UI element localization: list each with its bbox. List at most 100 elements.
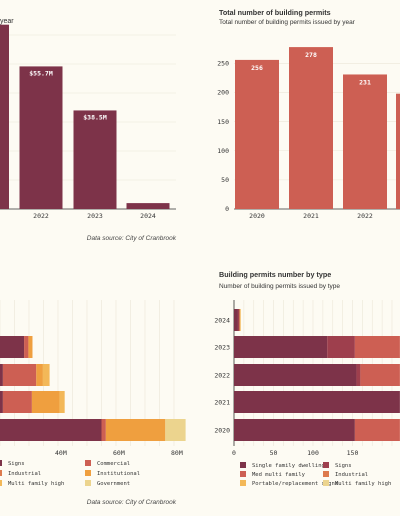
p3-bar-segment	[24, 336, 29, 358]
p4-legend-swatch	[323, 462, 329, 468]
p4-y-tick-label: 2021	[214, 398, 230, 406]
p2-data-label: 278	[305, 51, 317, 59]
p3-legend-swatch	[0, 460, 2, 466]
p4-y-tick-label: 2020	[214, 426, 230, 434]
permits-total-title: Total number of building permits	[219, 8, 331, 17]
p3-legend-label: Industrial	[8, 471, 41, 477]
p3-bar-segment	[2, 364, 37, 386]
panel-permits-total: Total number of building permits Total n…	[217, 8, 400, 220]
p3-bar-segment	[28, 336, 33, 358]
p4-bar-segment	[234, 336, 328, 358]
p3-legend-swatch	[0, 470, 2, 476]
p3-bar-segment	[2, 391, 32, 413]
p2-data-label: 231	[359, 78, 371, 86]
p3-legend-swatch	[0, 480, 2, 486]
p4-legend-swatch	[323, 471, 329, 477]
panel-value-by-year: year $55.7M $38.5M 2022 2023 2024 Data sour…	[0, 18, 177, 242]
p2-data-label: 256	[251, 64, 263, 72]
p2-x-tick-label: 2022	[357, 212, 373, 220]
p3-bar-segment	[36, 364, 43, 386]
p1-data-label: $38.5M	[83, 113, 107, 121]
p3-x-tick-label: 60M	[113, 449, 125, 457]
p3-legend-swatch	[85, 470, 91, 476]
p4-bar-segment	[354, 419, 400, 441]
p4-legend-label: Portable/replacement signs	[252, 481, 338, 487]
p1-x-tick-label: 2022	[33, 212, 49, 220]
p3-bar-segment	[31, 391, 60, 413]
panel-permits-by-type: Building permits number by type Number o…	[214, 270, 400, 487]
p1-bar-2022	[19, 66, 63, 210]
p4-bar-segment	[360, 364, 400, 386]
p4-y-tick-label: 2023	[214, 343, 230, 351]
p3-bar-segment	[0, 336, 25, 358]
p3-bar-segment	[59, 391, 65, 413]
permits-by-type-title: Building permits number by type	[219, 270, 331, 279]
value-by-year-source: Data source: City of Cranbrook	[87, 235, 177, 242]
p2-y-tick-label: 150	[217, 118, 229, 126]
p3-bar-segment	[0, 391, 3, 413]
p2-x-tick-label: 2020	[249, 212, 265, 220]
p4-legend-swatch	[240, 471, 246, 477]
value-by-type-source: Data source: City of Cranbrook	[87, 499, 177, 506]
p3-x-tick-label: 40M	[55, 449, 67, 457]
p4-bar-segment	[356, 364, 361, 386]
p4-y-tick-label: 2024	[214, 316, 230, 324]
p3-bar-segment	[42, 364, 50, 386]
p3-legend-label: Multi family high	[8, 481, 64, 487]
p3-bar-segment	[105, 419, 166, 441]
p2-y-tick-label: 50	[221, 176, 229, 184]
p4-x-tick-label: 150	[347, 449, 359, 457]
p3-bar-segment	[0, 364, 3, 386]
p3-bar-segment	[165, 419, 186, 441]
p1-data-label: $55.7M	[29, 69, 53, 77]
p4-legend-label: Signs	[335, 463, 352, 469]
p4-bar-segment	[327, 336, 355, 358]
value-by-year-subtitle: year	[0, 18, 14, 25]
permits-by-type-subtitle: Number of building permits issued by typ…	[219, 283, 340, 290]
p4-bar-segment	[234, 419, 355, 441]
p4-legend-label: Med multi family	[252, 472, 306, 478]
p4-legend-label: Single family dwelling	[252, 463, 325, 469]
p4-legend-swatch	[240, 480, 246, 486]
panel-value-by-type: 40M 60M 80M Signs Commercial Industrial Insti…	[0, 300, 186, 506]
p4-bar-segment	[354, 336, 400, 358]
p1-x-tick-label: 2023	[87, 212, 103, 220]
p4-x-tick-label: 50	[270, 449, 278, 457]
p2-bar-2023	[396, 93, 400, 209]
p4-bar-segment	[234, 391, 400, 413]
p3-bar-segment	[0, 419, 102, 441]
p1-bar-2023	[73, 110, 117, 209]
p3-x-tick-label: 80M	[171, 449, 183, 457]
p2-y-tick-label: 100	[217, 147, 229, 155]
p2-bar-2021	[289, 47, 333, 209]
p4-x-tick-label: 0	[232, 449, 236, 457]
p3-bar-segment	[101, 419, 106, 441]
p3-legend-swatch	[85, 480, 91, 486]
p2-y-tick-label: 200	[217, 89, 229, 97]
p4-bar-segment	[237, 309, 240, 331]
permits-total-subtitle: Total number of building permits issued …	[219, 19, 356, 26]
p4-legend-swatch	[323, 480, 329, 486]
p2-bar-2020	[235, 59, 279, 209]
p4-bar-segment	[234, 364, 357, 386]
p3-legend-label: Institutional	[97, 471, 140, 477]
p1-x-tick-label: 2024	[140, 212, 156, 220]
p2-y-tick-label: 0	[225, 205, 229, 213]
p3-legend-label: Government	[97, 481, 130, 487]
p1-bar-2024	[126, 203, 170, 209]
p4-y-tick-label: 2022	[214, 371, 230, 379]
p3-legend-swatch	[85, 460, 91, 466]
p4-bar-segment	[234, 309, 238, 331]
p2-x-tick-label: 2021	[303, 212, 319, 220]
p2-bar-2022	[343, 74, 387, 209]
p4-legend-label: Multi family high	[335, 481, 391, 487]
p4-legend-label: Industrial	[335, 472, 368, 478]
p3-legend-label: Commercial	[97, 461, 130, 467]
p4-bar-segment	[239, 309, 241, 331]
p1-bar-partial	[0, 24, 9, 210]
p3-legend-label: Signs	[8, 461, 25, 467]
p2-y-tick-label: 250	[217, 60, 229, 68]
p4-legend-swatch	[240, 462, 246, 468]
p4-x-tick-label: 100	[307, 449, 319, 457]
